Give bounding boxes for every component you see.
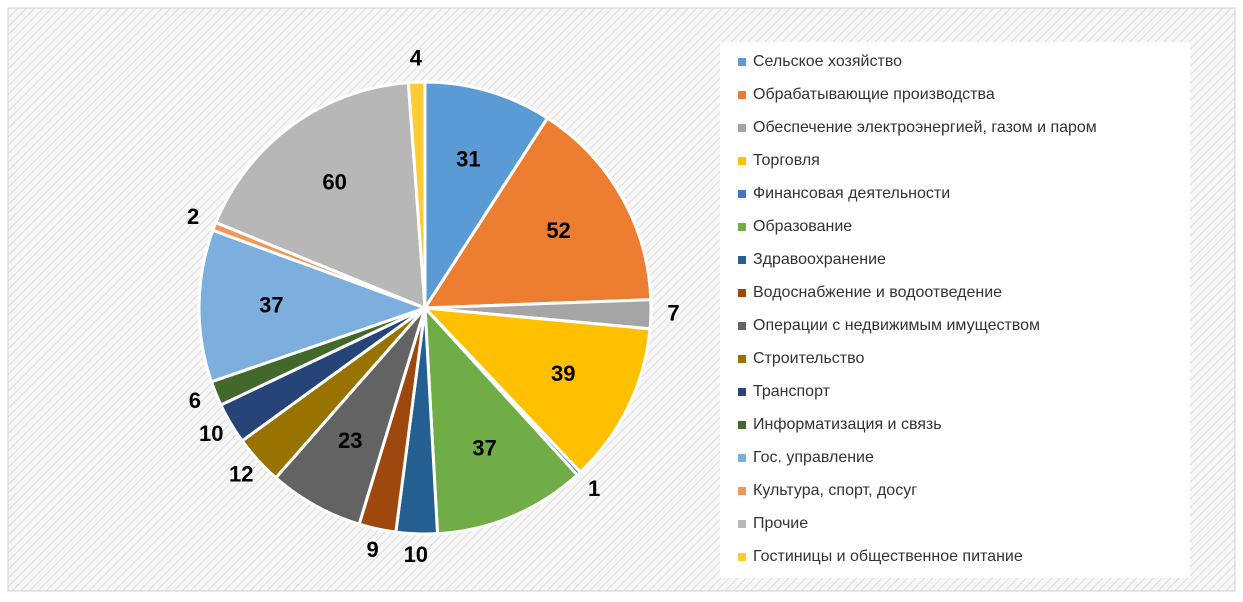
legend-swatch: [738, 322, 746, 330]
data-label: 52: [546, 218, 570, 243]
data-label: 6: [189, 388, 201, 413]
legend-swatch: [738, 91, 746, 99]
data-label: 23: [338, 428, 362, 453]
legend-box: [720, 42, 1190, 578]
legend-label: Водоснабжение и водоотведение: [753, 284, 1002, 301]
data-label: 10: [404, 542, 428, 567]
legend-label: Культура, спорт, досуг: [753, 482, 917, 499]
legend-swatch: [738, 421, 746, 429]
legend-swatch: [738, 487, 746, 495]
legend-label: Прочие: [753, 515, 808, 532]
data-label: 39: [551, 361, 575, 386]
data-label: 37: [472, 436, 496, 461]
legend-label: Гос. управление: [753, 449, 874, 466]
data-label: 10: [199, 421, 223, 446]
legend-label: Строительство: [753, 350, 864, 367]
legend: Сельское хозяйство Обрабатывающие произво…: [738, 53, 1097, 565]
legend-swatch: [738, 223, 746, 231]
legend-label: Информатизация и связь: [753, 416, 942, 433]
legend-swatch: [738, 388, 746, 396]
data-label: 12: [229, 461, 253, 486]
legend-label: Финансовая деятельности: [753, 185, 950, 202]
pie-slice: [423, 303, 580, 536]
data-label: 1: [588, 476, 600, 501]
legend-label: Торговля: [753, 152, 820, 169]
legend-label: Обеспечение электроэнергией, газом и пар…: [753, 119, 1097, 136]
legend-swatch: [738, 553, 746, 561]
legend-swatch: [738, 454, 746, 462]
data-label: 9: [366, 537, 378, 562]
legend-swatch: [738, 157, 746, 165]
legend-swatch: [738, 355, 746, 363]
legend-swatch: [738, 289, 746, 297]
legend-label: Образование: [753, 218, 852, 235]
legend-label: Здравоохранение: [753, 251, 886, 268]
legend-label: Операции с недвижимым имуществом: [753, 317, 1040, 334]
legend-label: Транспорт: [753, 383, 831, 400]
legend-swatch: [738, 58, 746, 66]
legend-label: Сельское хозяйство: [753, 53, 902, 70]
data-label: 60: [322, 169, 346, 194]
legend-label: Обрабатывающие производства: [753, 86, 995, 103]
data-label: 31: [456, 146, 480, 171]
pie-slice: [422, 116, 653, 310]
data-label: 4: [410, 45, 423, 70]
legend-swatch: [738, 190, 746, 198]
pie-slice: [421, 306, 652, 475]
legend-label: Гостиницы и общественное питание: [753, 548, 1023, 565]
pie-slice: [213, 81, 427, 311]
data-label: 2: [187, 204, 199, 229]
legend-swatch: [738, 124, 746, 132]
pie-slice: [197, 228, 430, 384]
legend-swatch: [738, 520, 746, 528]
data-label: 37: [259, 292, 283, 317]
pie-slice: [406, 80, 427, 309]
data-label: 7: [667, 301, 679, 326]
pie-slice: [423, 80, 550, 314]
legend-swatch: [738, 256, 746, 264]
